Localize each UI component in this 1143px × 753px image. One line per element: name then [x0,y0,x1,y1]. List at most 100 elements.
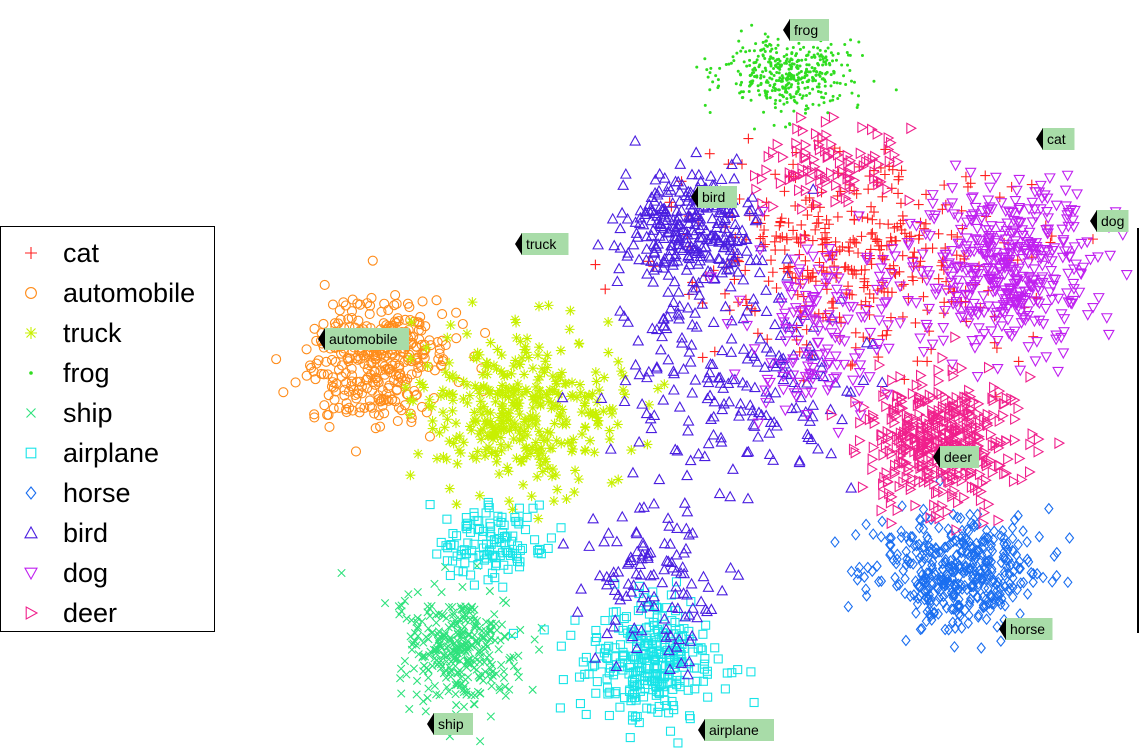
point-ship [529,686,537,694]
point-automobile [319,319,328,328]
point-dog [1010,197,1020,206]
point-truck [444,358,454,368]
point-truck [533,514,543,524]
point-cat [897,165,907,175]
point-frog [711,80,714,83]
point-truck [547,471,557,481]
point-automobile [279,388,288,397]
point-frog [778,66,781,69]
point-bird [615,224,625,233]
point-frog [790,57,793,60]
point-deer [1034,447,1043,457]
point-truck [528,403,538,413]
point-horse [1035,532,1043,542]
point-truck [551,376,561,386]
point-frog [833,71,836,74]
point-bird [669,385,679,394]
point-truck [584,390,594,400]
point-truck [552,485,562,495]
point-cat [777,232,787,242]
point-automobile [351,447,360,456]
point-deer [934,376,943,386]
point-truck [454,445,464,455]
point-frog [704,104,707,107]
point-frog [804,71,807,74]
point-frog [826,71,829,74]
point-dog [940,306,950,315]
point-frog [793,95,796,98]
point-frog [786,101,789,104]
point-dog [1118,231,1128,240]
point-deer [887,518,896,528]
point-dog [895,319,905,328]
point-truck [452,499,462,509]
point-horse [912,608,920,618]
point-automobile [328,300,337,309]
point-airplane [593,678,601,686]
point-frog [770,78,773,81]
point-frog [778,88,781,91]
point-bird [729,174,739,183]
point-ship [438,588,446,596]
point-bird [715,489,725,498]
legend-entry-horse: horse [1,473,216,513]
point-frog [835,59,838,62]
point-horse [902,635,910,645]
point-airplane [622,613,630,621]
point-truck [580,446,590,456]
point-ship [515,673,523,681]
point-frog [816,47,819,50]
point-truck [593,420,603,430]
point-frog [767,81,770,84]
point-bird [682,471,692,480]
point-dog [993,337,1003,346]
point-frog [818,55,821,58]
point-truck [531,416,541,426]
point-dog [884,344,894,353]
point-horse [873,561,881,571]
point-ship [431,682,439,690]
point-frog [703,57,706,60]
point-frog [856,103,859,106]
point-cat [928,243,938,253]
point-bird [721,302,731,311]
legend-marker-horse [19,481,43,505]
point-automobile [452,308,461,317]
point-deer [773,139,782,149]
point-frog [792,74,795,77]
point-bird [742,246,752,255]
point-frog [848,69,851,72]
point-bird [630,136,640,145]
point-frog [783,55,786,58]
point-frog [801,97,804,100]
point-bird [755,334,765,343]
point-frog [739,50,742,53]
point-frog [793,63,796,66]
point-deer [829,112,838,122]
point-truck [584,408,594,418]
point-frog [774,99,777,102]
point-truck [530,391,540,401]
point-truck [585,436,595,446]
point-bird [663,355,673,364]
point-deer [917,370,926,380]
point-ship [431,580,439,588]
point-truck [494,413,504,423]
point-horse [1013,585,1021,595]
point-cat [898,312,908,322]
point-frog [822,60,825,63]
point-deer [1004,454,1013,464]
point-airplane [523,513,531,521]
point-cat [877,192,887,202]
point-deer [793,124,802,134]
point-ship [452,690,460,698]
point-deer [877,506,886,516]
point-frog [846,64,849,67]
point-automobile [291,378,300,387]
point-cat [720,289,730,299]
point-dog [973,373,983,382]
point-deer [875,360,884,370]
point-dog [1104,330,1114,339]
point-bird [728,464,738,473]
point-horse [831,537,839,547]
